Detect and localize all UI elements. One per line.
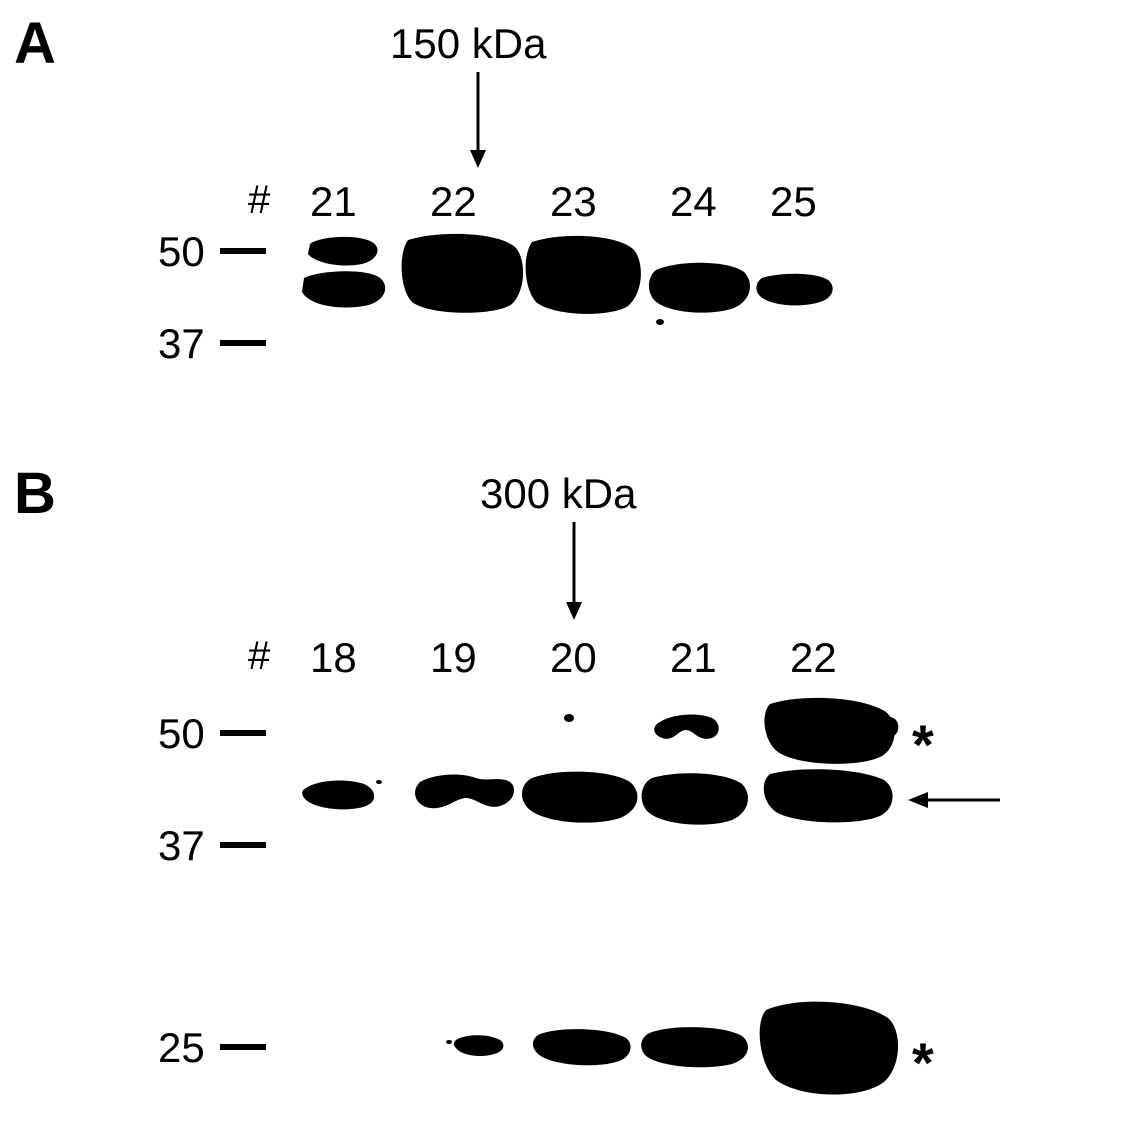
panel-b-right-arrow	[0, 0, 1121, 1140]
